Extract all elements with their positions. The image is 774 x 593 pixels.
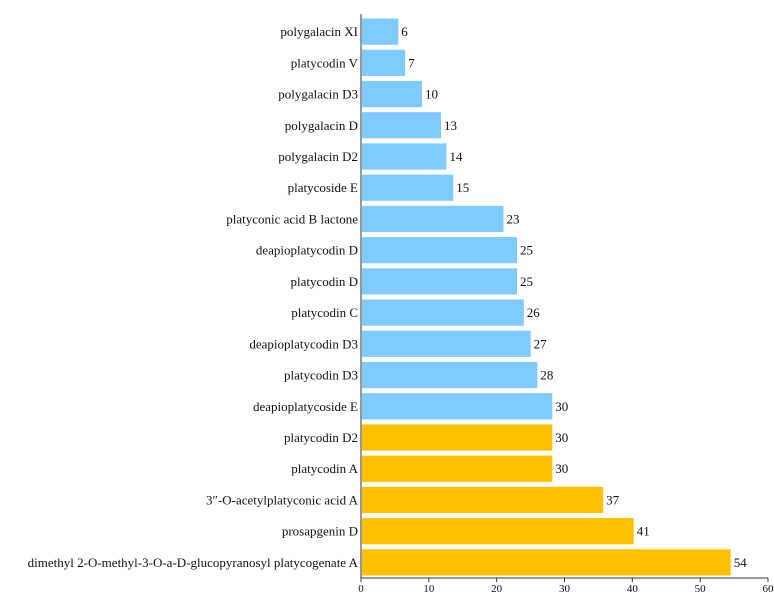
x-tick-label: 30 xyxy=(559,583,571,593)
value-label: 14 xyxy=(449,149,463,164)
value-label: 15 xyxy=(456,180,469,195)
value-label: 26 xyxy=(527,305,541,320)
bar-1 xyxy=(362,49,406,76)
bar-8 xyxy=(362,268,518,295)
bar-11 xyxy=(362,361,538,389)
value-label: 6 xyxy=(401,24,408,39)
category-label: 3″-O-acetylplatyconic acid A xyxy=(206,492,359,507)
category-label: dimethyl 2-O-methyl-3-O-a-D-glucopyranos… xyxy=(28,555,359,570)
category-label: platycodin C xyxy=(291,305,358,320)
value-label: 25 xyxy=(520,274,533,289)
category-label: polygalacin D2 xyxy=(278,149,358,164)
category-label: prosapgenin D xyxy=(282,524,358,539)
bar-13 xyxy=(362,424,553,451)
category-label: polygalacin XI xyxy=(280,24,358,39)
category-label: platycodin V xyxy=(291,55,359,70)
value-label: 10 xyxy=(425,87,438,102)
x-tick-label: 40 xyxy=(627,583,639,593)
value-label: 7 xyxy=(408,55,415,70)
value-label: 41 xyxy=(637,524,650,539)
bar-6 xyxy=(362,205,504,233)
category-label: platycodin D xyxy=(290,274,358,289)
category-label: platycodin D3 xyxy=(284,368,358,383)
value-label: 30 xyxy=(555,430,568,445)
category-label: deapioplatycodin D xyxy=(256,243,358,258)
bar-17 xyxy=(362,549,731,576)
bar-12 xyxy=(362,393,553,420)
category-label: platycodin A xyxy=(291,461,358,476)
x-axis-ticks: 0 10 20 30 40 50 60 xyxy=(358,578,774,593)
bar-0 xyxy=(362,18,399,45)
bar-16 xyxy=(362,518,634,545)
category-label: polygalacin D xyxy=(285,118,358,133)
x-tick-label: 0 xyxy=(358,583,364,593)
value-label: 30 xyxy=(555,461,568,476)
bar-9 xyxy=(362,299,524,326)
bar-7 xyxy=(362,237,518,264)
category-label: platycodin D2 xyxy=(284,430,358,445)
bar-14 xyxy=(362,455,553,482)
category-label: deapioplatycoside E xyxy=(253,399,358,414)
x-tick-label: 60 xyxy=(763,583,774,593)
x-tick-label: 10 xyxy=(423,583,435,593)
value-labels: 6 7 10 13 14 15 23 25 25 26 27 28 30 30 30 37 41 54 xyxy=(401,24,747,570)
bar-2 xyxy=(362,80,423,108)
bar-4 xyxy=(362,143,447,170)
bar-15 xyxy=(362,486,604,514)
value-label: 23 xyxy=(506,211,519,226)
bar-3 xyxy=(362,112,442,139)
value-label: 28 xyxy=(540,368,553,383)
category-label: platyconic acid B lactone xyxy=(226,211,358,226)
bar-10 xyxy=(362,330,531,357)
value-label: 27 xyxy=(534,336,548,351)
bar-5 xyxy=(362,174,454,201)
category-label: platycoside E xyxy=(288,180,358,195)
value-label: 37 xyxy=(606,492,620,507)
value-label: 13 xyxy=(444,118,457,133)
x-tick-label: 50 xyxy=(695,583,707,593)
value-label: 30 xyxy=(555,399,568,414)
value-label: 25 xyxy=(520,243,533,258)
category-label: deapioplatycodin D3 xyxy=(249,336,358,351)
value-label: 54 xyxy=(734,555,748,570)
bars-group xyxy=(362,18,731,576)
category-label: polygalacin D3 xyxy=(278,87,358,102)
x-tick-label: 20 xyxy=(491,583,503,593)
